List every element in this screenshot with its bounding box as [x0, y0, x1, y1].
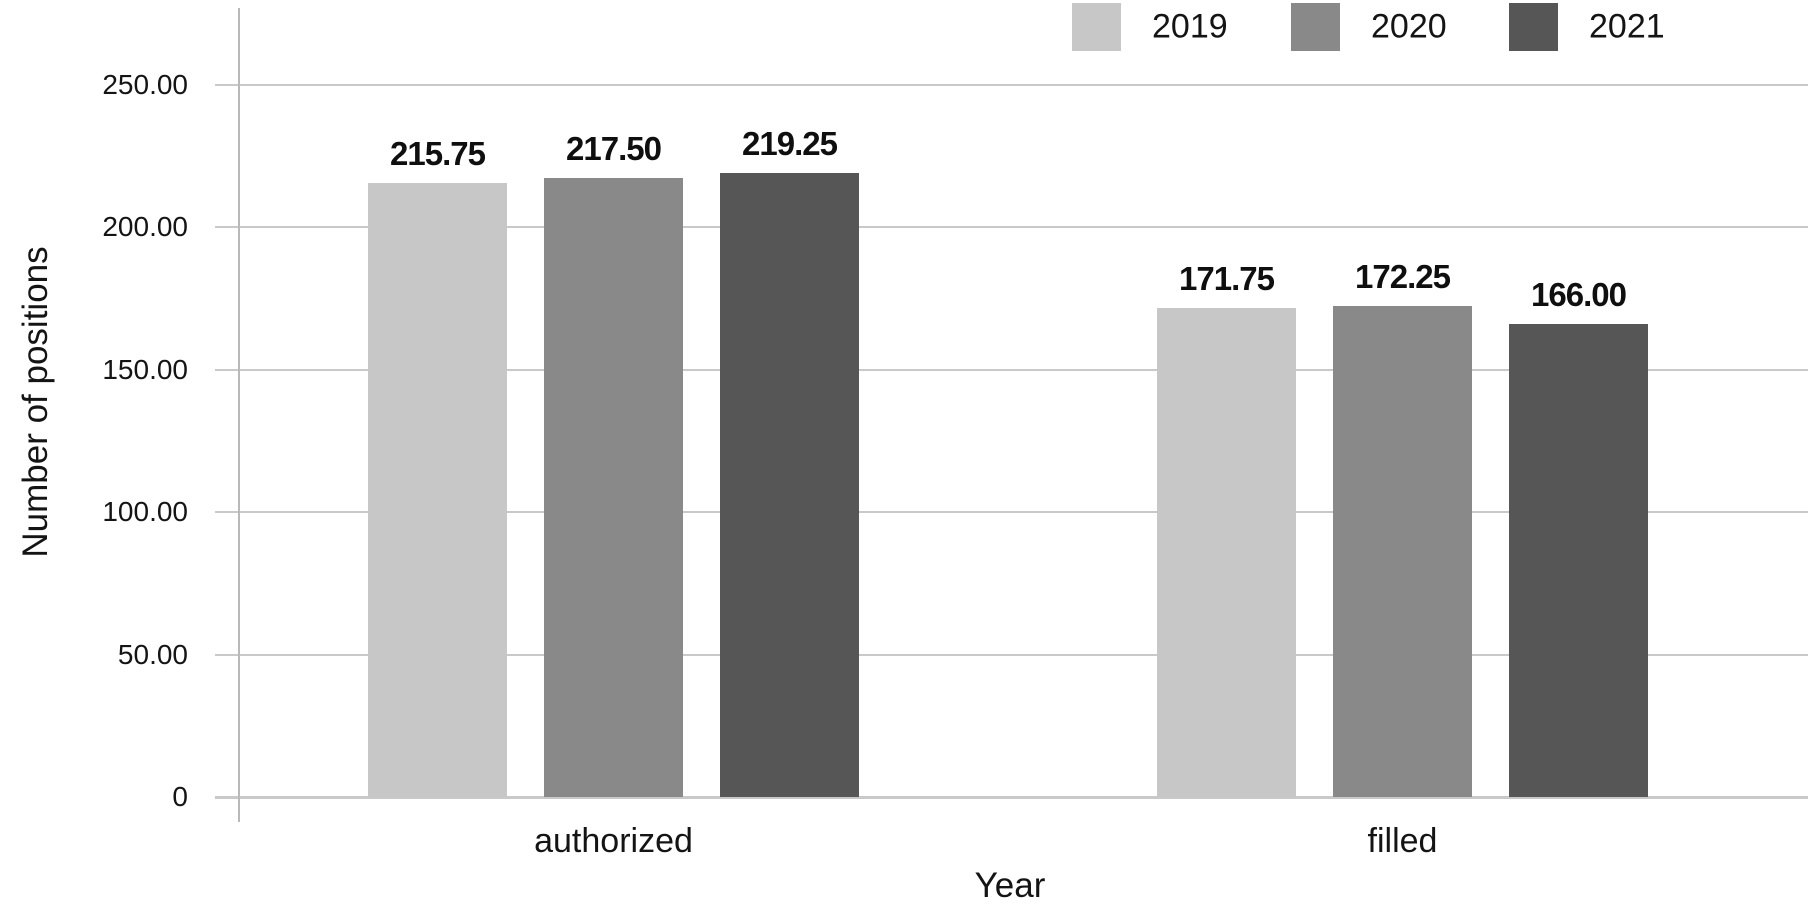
bar-value-label: 217.50 — [566, 129, 662, 167]
gridline — [215, 511, 1808, 514]
y-tick-label: 100.00 — [102, 496, 188, 528]
gridline — [215, 368, 1808, 371]
bar-value-label: 215.75 — [390, 134, 486, 172]
bar-filled-2021 — [1509, 324, 1648, 797]
bar-value-label: 166.00 — [1531, 276, 1627, 314]
bar-value-label: 171.75 — [1179, 259, 1275, 297]
gridline — [215, 653, 1808, 656]
bar-value-label: 172.25 — [1355, 258, 1451, 296]
legend-swatch-2021 — [1509, 3, 1558, 51]
bar-authorized-2020 — [544, 177, 683, 797]
legend-label: 2021 — [1589, 7, 1665, 46]
y-tick-label: 50.00 — [117, 638, 188, 670]
y-tick-label: 200.00 — [102, 211, 188, 243]
legend: 2019 2020 2021 — [0, 0, 1808, 58]
category-label-authorized: authorized — [534, 822, 693, 860]
legend-swatch-2020 — [1291, 3, 1340, 51]
y-tick-label: 250.00 — [102, 69, 188, 100]
bar-filled-2019 — [1157, 307, 1296, 797]
legend-label: 2019 — [1152, 7, 1228, 46]
x-axis-title: Year — [974, 866, 1046, 905]
y-axis-line — [238, 8, 240, 822]
gridline — [215, 795, 1808, 799]
bar-authorized-2021 — [720, 172, 859, 797]
legend-swatch-2019 — [1072, 3, 1121, 51]
gridline — [215, 226, 1808, 229]
bar-authorized-2019 — [368, 182, 507, 797]
legend-item-2019: 2019 — [1072, 0, 1272, 56]
legend-item-2020: 2020 — [1291, 0, 1491, 56]
y-tick-label: 150.00 — [102, 353, 188, 385]
gridline — [215, 84, 1808, 86]
y-axis-title: Number of positions — [16, 246, 55, 558]
bar-filled-2020 — [1333, 306, 1472, 797]
legend-item-2021: 2021 — [1509, 0, 1709, 56]
category-label-filled: filled — [1367, 822, 1438, 860]
y-tick-label: 0 — [172, 781, 188, 812]
legend-label: 2020 — [1371, 7, 1447, 46]
bar-value-label: 219.25 — [742, 124, 838, 162]
